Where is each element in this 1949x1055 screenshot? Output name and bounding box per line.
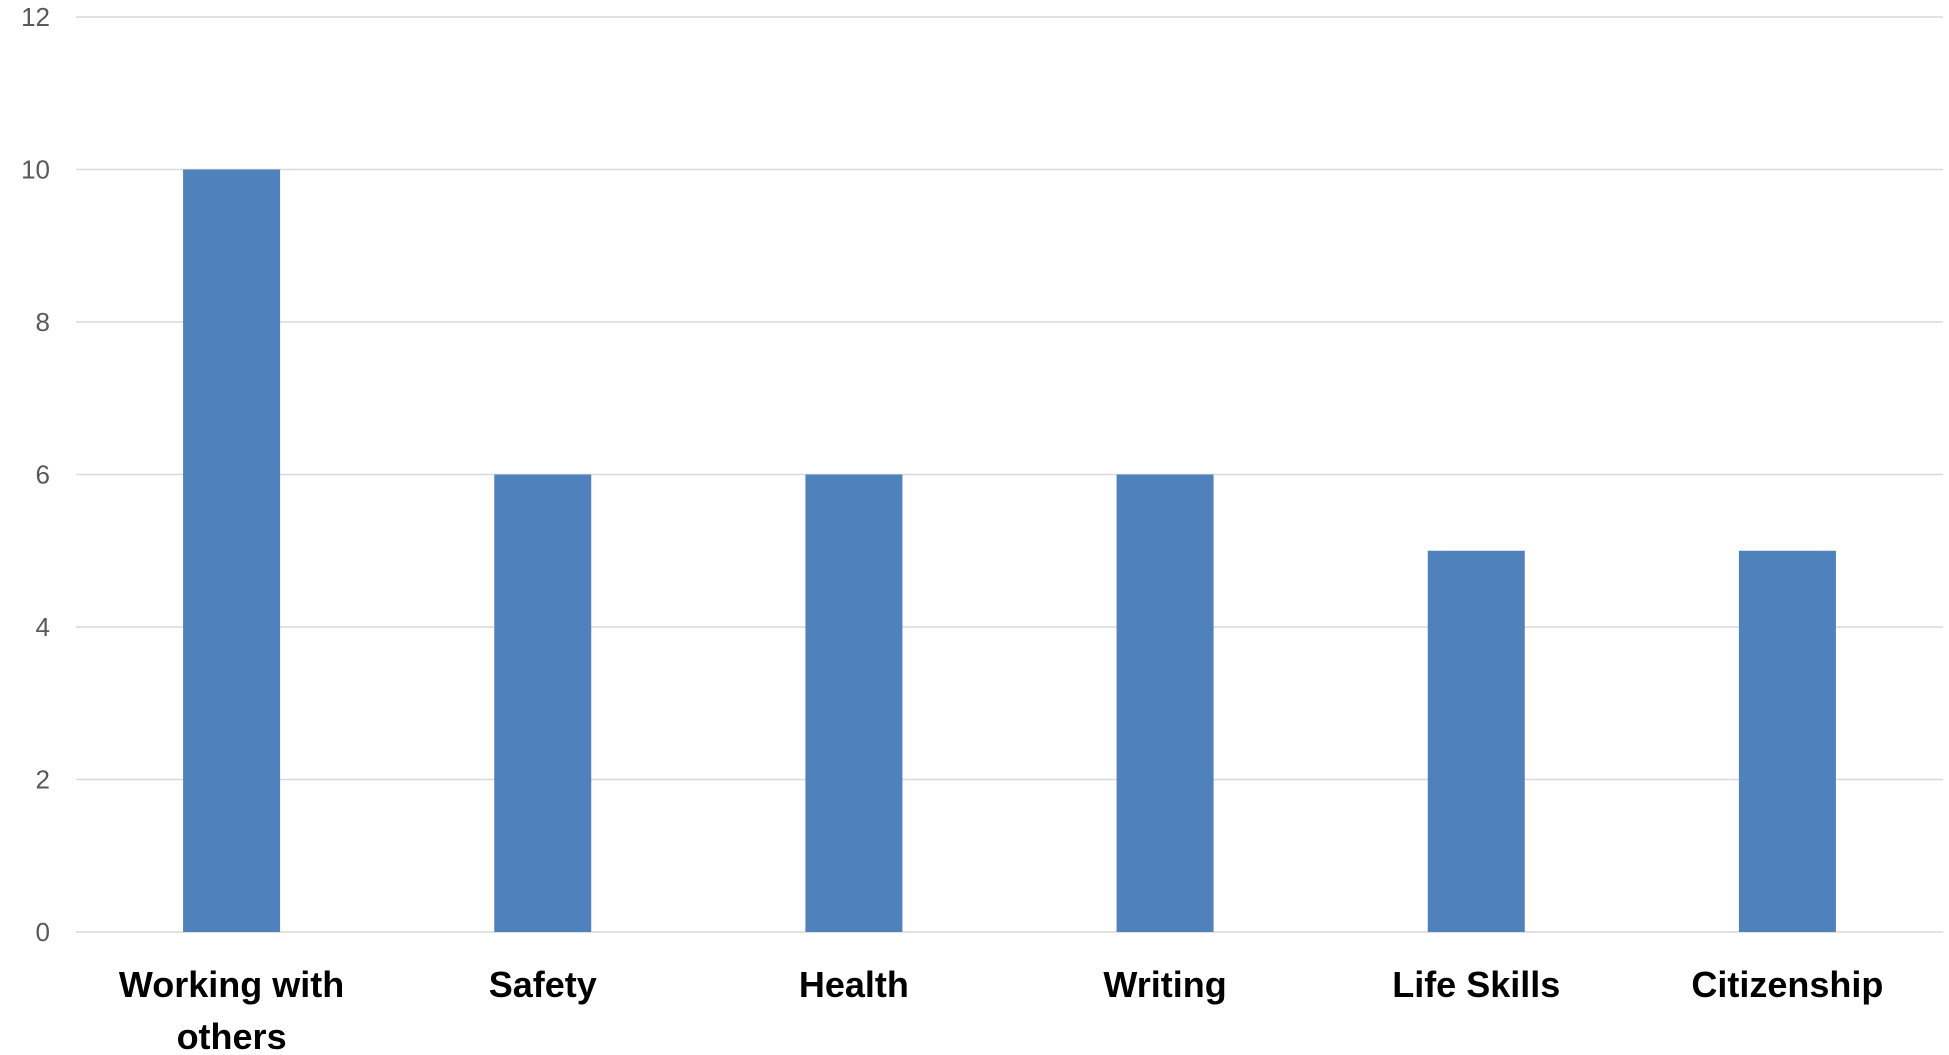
bar [1116,474,1214,932]
x-category-label: Safety [489,964,597,1005]
x-category-label-line: Safety [489,964,597,1005]
bars [183,169,1836,932]
y-tick-label: 4 [36,612,50,642]
x-category-label-line: Health [799,964,909,1005]
y-tick-label: 12 [21,2,50,32]
x-category-label: Health [799,964,909,1005]
x-category-label-line: Life Skills [1392,964,1560,1005]
y-tick-label: 10 [21,155,50,185]
bar [1427,550,1525,932]
x-category-label: Citizenship [1691,964,1883,1005]
y-tick-label: 0 [36,917,50,947]
x-category-label: Life Skills [1392,964,1560,1005]
x-category-label: Writing [1103,964,1226,1005]
bar [805,474,903,932]
bar [183,169,281,932]
x-category-label: Working with others [119,964,344,1055]
y-tick-label: 8 [36,307,50,337]
x-category-label-line: Writing [1103,964,1226,1005]
x-axis-category-labels: Working with others Safety Health Writing Lif… [119,964,1884,1055]
bar [494,474,592,932]
bar [1738,550,1836,932]
gridlines [76,16,1943,933]
x-category-label-line: others [177,1016,287,1055]
x-category-label-line: Citizenship [1691,964,1883,1005]
x-category-label-line: Working with [119,964,344,1005]
y-axis-tick-labels: 0 2 4 6 8 10 12 [21,2,50,947]
y-tick-label: 2 [36,765,50,795]
y-tick-label: 6 [36,460,50,490]
